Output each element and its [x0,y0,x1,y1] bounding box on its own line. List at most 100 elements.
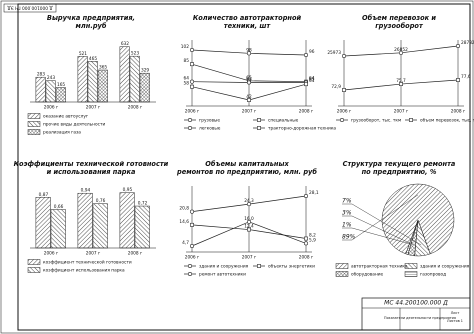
chart-title: по предприятию, % [362,168,437,176]
data-label: 102 [181,44,189,50]
x-tick-label: 2007 г [242,255,257,261]
legend-marker [257,118,261,122]
x-tick-label: 2008 г [451,109,466,115]
point [247,98,251,102]
point [190,209,195,214]
legend-swatch [27,121,41,127]
point [398,50,403,55]
legend-label: автотракторная техника [351,265,408,270]
data-label: 98 [246,47,252,53]
legend-label: легковые [199,127,221,132]
legend-label: реализация газа [43,131,81,136]
legend-swatch [27,267,41,273]
data-label: 26852 [394,47,408,53]
bar [35,76,46,103]
point [190,222,194,227]
legend-label: объем перевозок, тыс. т [420,118,474,124]
point [342,88,346,92]
legend-marker [257,264,261,268]
bar [119,46,130,103]
chart-title: млн.руб [76,22,107,30]
point [304,236,308,241]
point [190,62,194,67]
chart-title: Объем перевозок и [362,14,436,22]
chart-title: Коэффициенты технической готовности [14,160,169,168]
chart-title: техники, шт [224,22,272,30]
data-label: 72,9 [331,84,341,90]
x-tick-label: 2007 г [242,109,257,115]
pie-slice [405,219,419,255]
chart-title: Выручка предприятия, [47,14,135,22]
data-label: 0,87 [39,192,49,198]
data-label: 25973 [327,50,341,56]
legend-swatch [27,129,41,135]
data-label: 5,9 [309,237,316,243]
point [303,194,308,199]
legend-swatch [27,113,41,119]
data-label: 12,4 [244,224,254,230]
x-tick-label: 2006 г [185,109,200,115]
legend-label: газопровод [420,273,446,278]
data-label: 42 [246,94,252,100]
data-label: 465 [89,56,97,62]
point [399,82,403,86]
bar [129,55,140,103]
chart-title: грузооборот [375,22,424,30]
legend-marker [409,118,413,122]
point [190,47,195,52]
sheet-label: Лист [451,311,460,315]
point [190,84,194,89]
legend-label: объекты энергетики [268,264,315,270]
chart-title: ремонтов по предприятию, млн. руб [176,168,317,176]
legend-label: оборудование [351,272,384,278]
point [455,43,460,48]
legend-marker [188,271,193,276]
leader-line [351,215,414,245]
data-label: 64 [184,76,190,82]
x-tick-label: 2006 г [44,105,59,111]
legend-marker [188,263,193,268]
legend-label: грузовые [199,119,220,124]
x-tick-label: 2006 г [185,255,200,261]
point [341,53,346,58]
point [456,78,460,82]
data-label: 4,7 [182,240,189,246]
bar [77,192,93,249]
data-label: 63 [309,77,315,83]
data-label: 329 [141,68,149,74]
legend-marker [188,126,193,131]
point [303,52,308,57]
legend-label: тракторно-дорожная техника [268,127,336,132]
legend-label: ремонт автотехники [199,273,246,278]
chart-title: Структура текущего ремонта [343,160,456,168]
inner-frame [17,3,471,331]
chart-title: Количество автотракторной [193,14,302,22]
data-label: 165 [57,82,65,88]
sheets-label: Листов 1 [447,319,463,323]
bar [119,192,135,249]
legend-label: коэффициент использования парка [43,268,125,274]
data-label: 3% [342,210,352,217]
data-label: 20,8 [179,206,189,212]
point [190,244,195,249]
data-label: 14,6 [179,219,189,225]
data-label: 1% [342,222,352,229]
data-label: 521 [79,51,87,57]
chart-title: и использования парка [47,168,136,176]
legend-label: здания и сооружения [420,265,470,270]
bar [50,209,66,249]
leader-line [351,194,419,241]
x-tick-label: 2008 г [128,251,143,257]
title-block-frame [361,297,471,331]
data-label: 77,6 [461,74,471,80]
x-tick-label: 2008 г [299,109,314,115]
point [190,79,195,84]
bar [55,87,66,103]
bar [92,203,108,249]
data-label: 632 [121,41,129,47]
data-label: 96 [309,49,315,55]
data-label: 16,0 [244,216,254,222]
drawing-name: Показатели деятельности предприятия [384,316,456,320]
x-tick-label: 2006 г [44,251,59,257]
data-label: 0,94 [81,188,91,194]
